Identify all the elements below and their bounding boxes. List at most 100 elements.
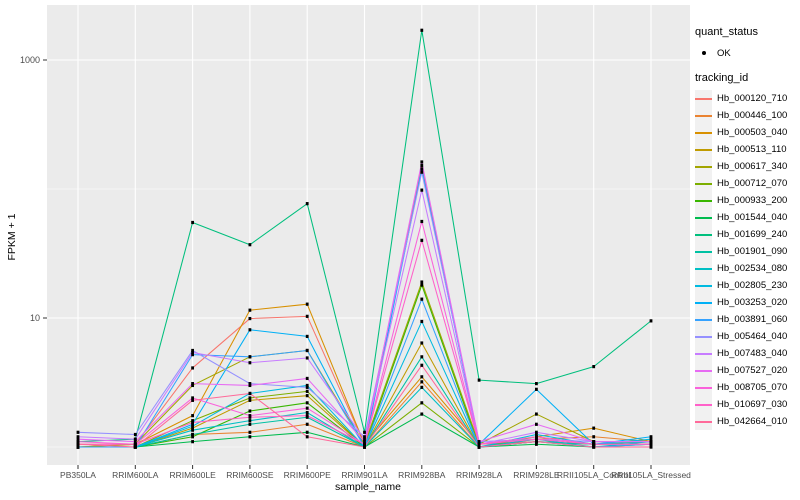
data-point bbox=[363, 430, 366, 434]
legend-item-Hb_001699_240: Hb_001699_240 bbox=[695, 226, 799, 243]
tracking-id-label: Hb_000513_110 bbox=[717, 144, 787, 155]
data-point bbox=[305, 435, 309, 439]
line-swatch-icon bbox=[695, 396, 712, 413]
data-point bbox=[191, 382, 194, 386]
data-point bbox=[363, 442, 366, 446]
legend-title-quant-status: quant_status bbox=[695, 26, 758, 38]
legend-item-Hb_000513_110: Hb_000513_110 bbox=[695, 141, 799, 158]
line-swatch-icon bbox=[695, 362, 712, 379]
data-point bbox=[248, 383, 252, 388]
tracking-id-label: Hb_000933_200 bbox=[717, 195, 788, 206]
x-tick-label: RRIM901LA bbox=[341, 470, 388, 480]
data-point bbox=[420, 219, 424, 224]
data-point bbox=[649, 319, 653, 323]
data-point bbox=[305, 410, 309, 415]
legend-item-Hb_007483_040: Hb_007483_040 bbox=[695, 345, 799, 362]
data-point bbox=[592, 426, 596, 430]
data-point bbox=[535, 412, 538, 416]
data-point bbox=[305, 389, 309, 393]
line-swatch-icon bbox=[695, 260, 712, 277]
legend-item-Hb_005464_040: Hb_005464_040 bbox=[695, 328, 799, 345]
tracking-id-label: Hb_000503_040 bbox=[717, 127, 788, 138]
legend-item-Hb_010697_030: Hb_010697_030 bbox=[695, 396, 799, 413]
tracking-id-label: Hb_000446_100 bbox=[717, 110, 788, 121]
tracking-id-label: Hb_002534_080 bbox=[717, 263, 788, 274]
data-point bbox=[248, 409, 252, 413]
data-point bbox=[191, 440, 194, 444]
data-point bbox=[305, 385, 309, 389]
data-point bbox=[305, 415, 309, 419]
data-point bbox=[248, 422, 252, 426]
data-point bbox=[420, 163, 424, 168]
line-swatch-icon bbox=[695, 209, 712, 226]
line-swatch-icon bbox=[695, 379, 712, 396]
line-swatch-icon bbox=[695, 243, 712, 260]
legend-item-Hb_002805_230: Hb_002805_230 bbox=[695, 277, 799, 294]
data-point bbox=[535, 432, 538, 437]
data-point bbox=[477, 440, 481, 444]
data-point bbox=[305, 348, 309, 353]
data-point bbox=[420, 238, 424, 242]
line-swatch-icon bbox=[695, 90, 712, 107]
ok-label: OK bbox=[717, 47, 731, 59]
data-point bbox=[363, 437, 366, 441]
legend-title-tracking-id: tracking_id bbox=[695, 72, 749, 84]
tracking-id-label: Hb_001901_090 bbox=[717, 246, 788, 257]
data-point bbox=[535, 382, 538, 386]
data-point bbox=[305, 202, 309, 206]
data-point bbox=[133, 445, 137, 449]
y-tick-label: 10 bbox=[30, 313, 40, 323]
x-tick-label: RRIM600LA bbox=[112, 470, 159, 480]
x-tick-label: RRIM928LE bbox=[513, 470, 560, 480]
data-point bbox=[248, 308, 252, 312]
data-point bbox=[305, 430, 309, 434]
legend-item-ok: OK bbox=[695, 44, 799, 62]
legend-item-Hb_002534_080: Hb_002534_080 bbox=[695, 260, 799, 277]
data-point bbox=[191, 424, 194, 428]
data-point bbox=[420, 375, 424, 379]
data-point bbox=[649, 435, 653, 439]
data-point bbox=[420, 385, 424, 389]
data-point bbox=[592, 440, 596, 444]
data-point bbox=[248, 414, 252, 418]
legend: quant_status OK tracking_id Hb_000120_71… bbox=[695, 26, 799, 430]
data-point bbox=[248, 243, 252, 247]
data-point bbox=[248, 415, 252, 419]
data-point bbox=[420, 28, 424, 32]
data-point bbox=[420, 160, 424, 164]
data-point bbox=[477, 442, 481, 446]
tracking-id-label: Hb_042664_010 bbox=[717, 416, 788, 427]
data-point bbox=[248, 398, 252, 402]
data-point bbox=[305, 401, 309, 405]
data-point bbox=[592, 442, 596, 446]
data-point bbox=[535, 442, 538, 446]
data-point bbox=[248, 430, 252, 434]
data-point bbox=[420, 401, 424, 405]
data-point bbox=[191, 366, 194, 370]
data-point bbox=[248, 316, 252, 321]
data-point bbox=[305, 406, 309, 410]
data-point bbox=[191, 353, 194, 357]
data-point bbox=[420, 319, 424, 324]
data-point bbox=[420, 341, 424, 345]
data-point bbox=[248, 396, 252, 400]
data-point bbox=[535, 440, 538, 444]
x-tick-label: RRIM600LE bbox=[169, 470, 216, 480]
x-tick-label: RRIM600SE bbox=[226, 470, 274, 480]
data-point bbox=[191, 383, 194, 388]
data-point bbox=[76, 430, 80, 434]
data-point bbox=[191, 435, 194, 439]
tracking-id-label: Hb_001544_040 bbox=[717, 212, 788, 223]
legend-item-Hb_000933_200: Hb_000933_200 bbox=[695, 192, 799, 209]
y-axis-title: FPKM + 1 bbox=[6, 213, 18, 260]
data-point bbox=[477, 445, 481, 449]
tracking-id-label: Hb_008705_070 bbox=[717, 382, 788, 393]
data-point bbox=[535, 430, 538, 434]
data-point bbox=[305, 383, 309, 388]
line-swatch-icon bbox=[695, 345, 712, 362]
legend-item-Hb_000617_340: Hb_000617_340 bbox=[695, 158, 799, 175]
tracking-id-label: Hb_003891_060 bbox=[717, 314, 788, 325]
data-point bbox=[477, 378, 481, 382]
legend-item-Hb_008705_070: Hb_008705_070 bbox=[695, 379, 799, 396]
